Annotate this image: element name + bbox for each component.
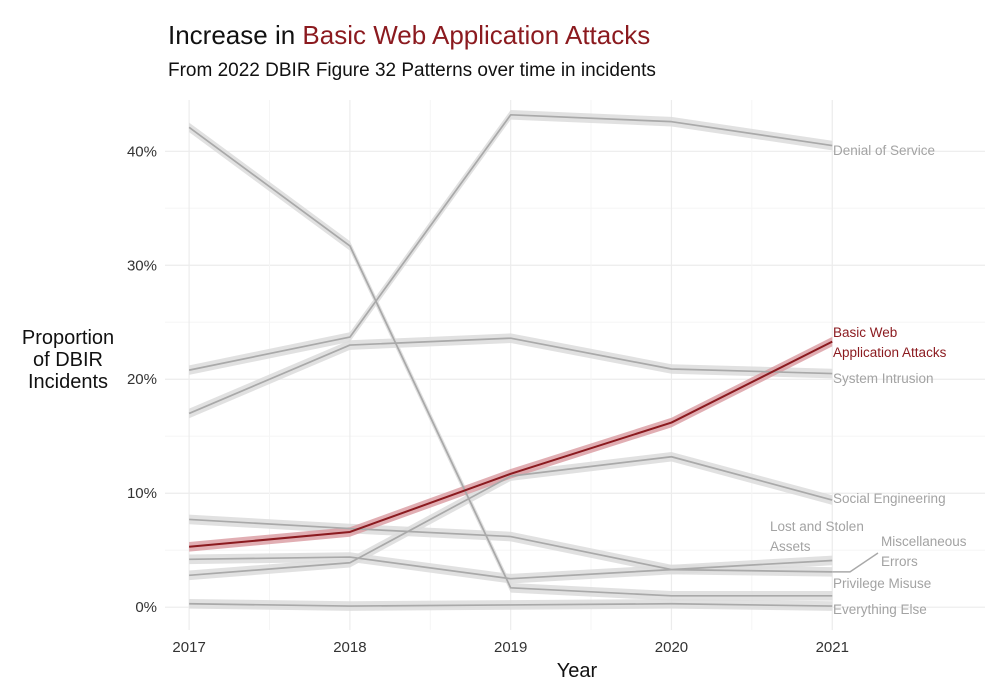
series-label-everything-else: Everything Else	[833, 602, 927, 617]
x-tick-label: 2017	[172, 639, 205, 656]
series-line-denial-of-service	[188, 113, 833, 371]
series-line-social-engineering	[189, 455, 833, 577]
series-label-denial-of-service: Denial of Service	[833, 143, 935, 158]
x-tick-label: 2021	[816, 639, 849, 656]
series-line-system-intrusion	[188, 337, 833, 415]
series-label-line: Everything Else	[833, 602, 927, 617]
ribbon-lost-and-stolen-assets	[189, 552, 833, 584]
leader-line-miscellaneous-errors	[832, 552, 879, 573]
y-tick-label: 20%	[127, 371, 157, 388]
series-label-line: Miscellaneous	[881, 534, 967, 549]
y-axis-title-line: of DBIR	[33, 349, 103, 371]
label-leader-lines	[832, 552, 879, 573]
x-axis-ticks: 2017 2018 2019 2020 2021	[172, 639, 849, 656]
series-label-social-engineering: Social Engineering	[833, 491, 946, 506]
y-tick-label: 0%	[135, 599, 157, 616]
series-label-line: Denial of Service	[833, 143, 935, 158]
series-line-miscellaneous-errors	[189, 518, 833, 573]
x-axis-title: Year	[557, 660, 598, 682]
x-tick-label: 2020	[655, 639, 688, 656]
y-axis-title-line: Proportion	[22, 327, 114, 349]
series-label-line: Application Attacks	[833, 345, 947, 360]
x-tick-label: 2019	[494, 639, 527, 656]
series-label-line: Privilege Misuse	[833, 576, 931, 591]
series-labels: Denial of Service System Intrusion Social …	[770, 143, 967, 617]
series-label-miscellaneous-errors: Miscellaneous Errors	[881, 534, 967, 569]
y-tick-label: 30%	[127, 257, 157, 274]
series-label-line: Errors	[881, 554, 918, 569]
y-tick-label: 10%	[127, 485, 157, 502]
series-line-lost-and-stolen-assets	[189, 556, 833, 580]
series-label-lost-and-stolen-assets: Lost and Stolen Assets	[770, 519, 864, 554]
series-line-everything-else	[189, 602, 833, 607]
y-axis-title: Proportion of DBIR Incidents	[22, 327, 114, 393]
y-tick-label: 40%	[127, 143, 157, 160]
series-label-privilege-misuse: Privilege Misuse	[833, 576, 931, 591]
series-label-line: Social Engineering	[833, 491, 946, 506]
chart-title-prefix: Increase in	[168, 20, 302, 50]
series-lines	[188, 113, 833, 607]
ribbon-privilege-misuse	[189, 122, 833, 601]
series-label-line: Assets	[770, 539, 811, 554]
series-label-line: Lost and Stolen	[770, 519, 864, 534]
series-line-basic-web-application-attacks	[189, 340, 833, 548]
series-label-system-intrusion: System Intrusion	[833, 371, 934, 386]
series-line-privilege-misuse	[188, 126, 833, 597]
x-tick-label: 2018	[333, 639, 366, 656]
chart-title: Increase in Basic Web Application Attack…	[168, 20, 650, 50]
series-label-basic-web-application-attacks: Basic Web Application Attacks	[833, 325, 947, 360]
chart-title-highlight: Basic Web Application Attacks	[302, 20, 650, 50]
series-label-line: System Intrusion	[833, 371, 934, 386]
y-axis-title-line: Incidents	[28, 371, 108, 393]
series-label-line: Basic Web	[833, 325, 897, 340]
y-axis-ticks: 0% 10% 20% 30% 40%	[127, 143, 157, 616]
chart-subtitle: From 2022 DBIR Figure 32 Patterns over t…	[168, 60, 656, 81]
